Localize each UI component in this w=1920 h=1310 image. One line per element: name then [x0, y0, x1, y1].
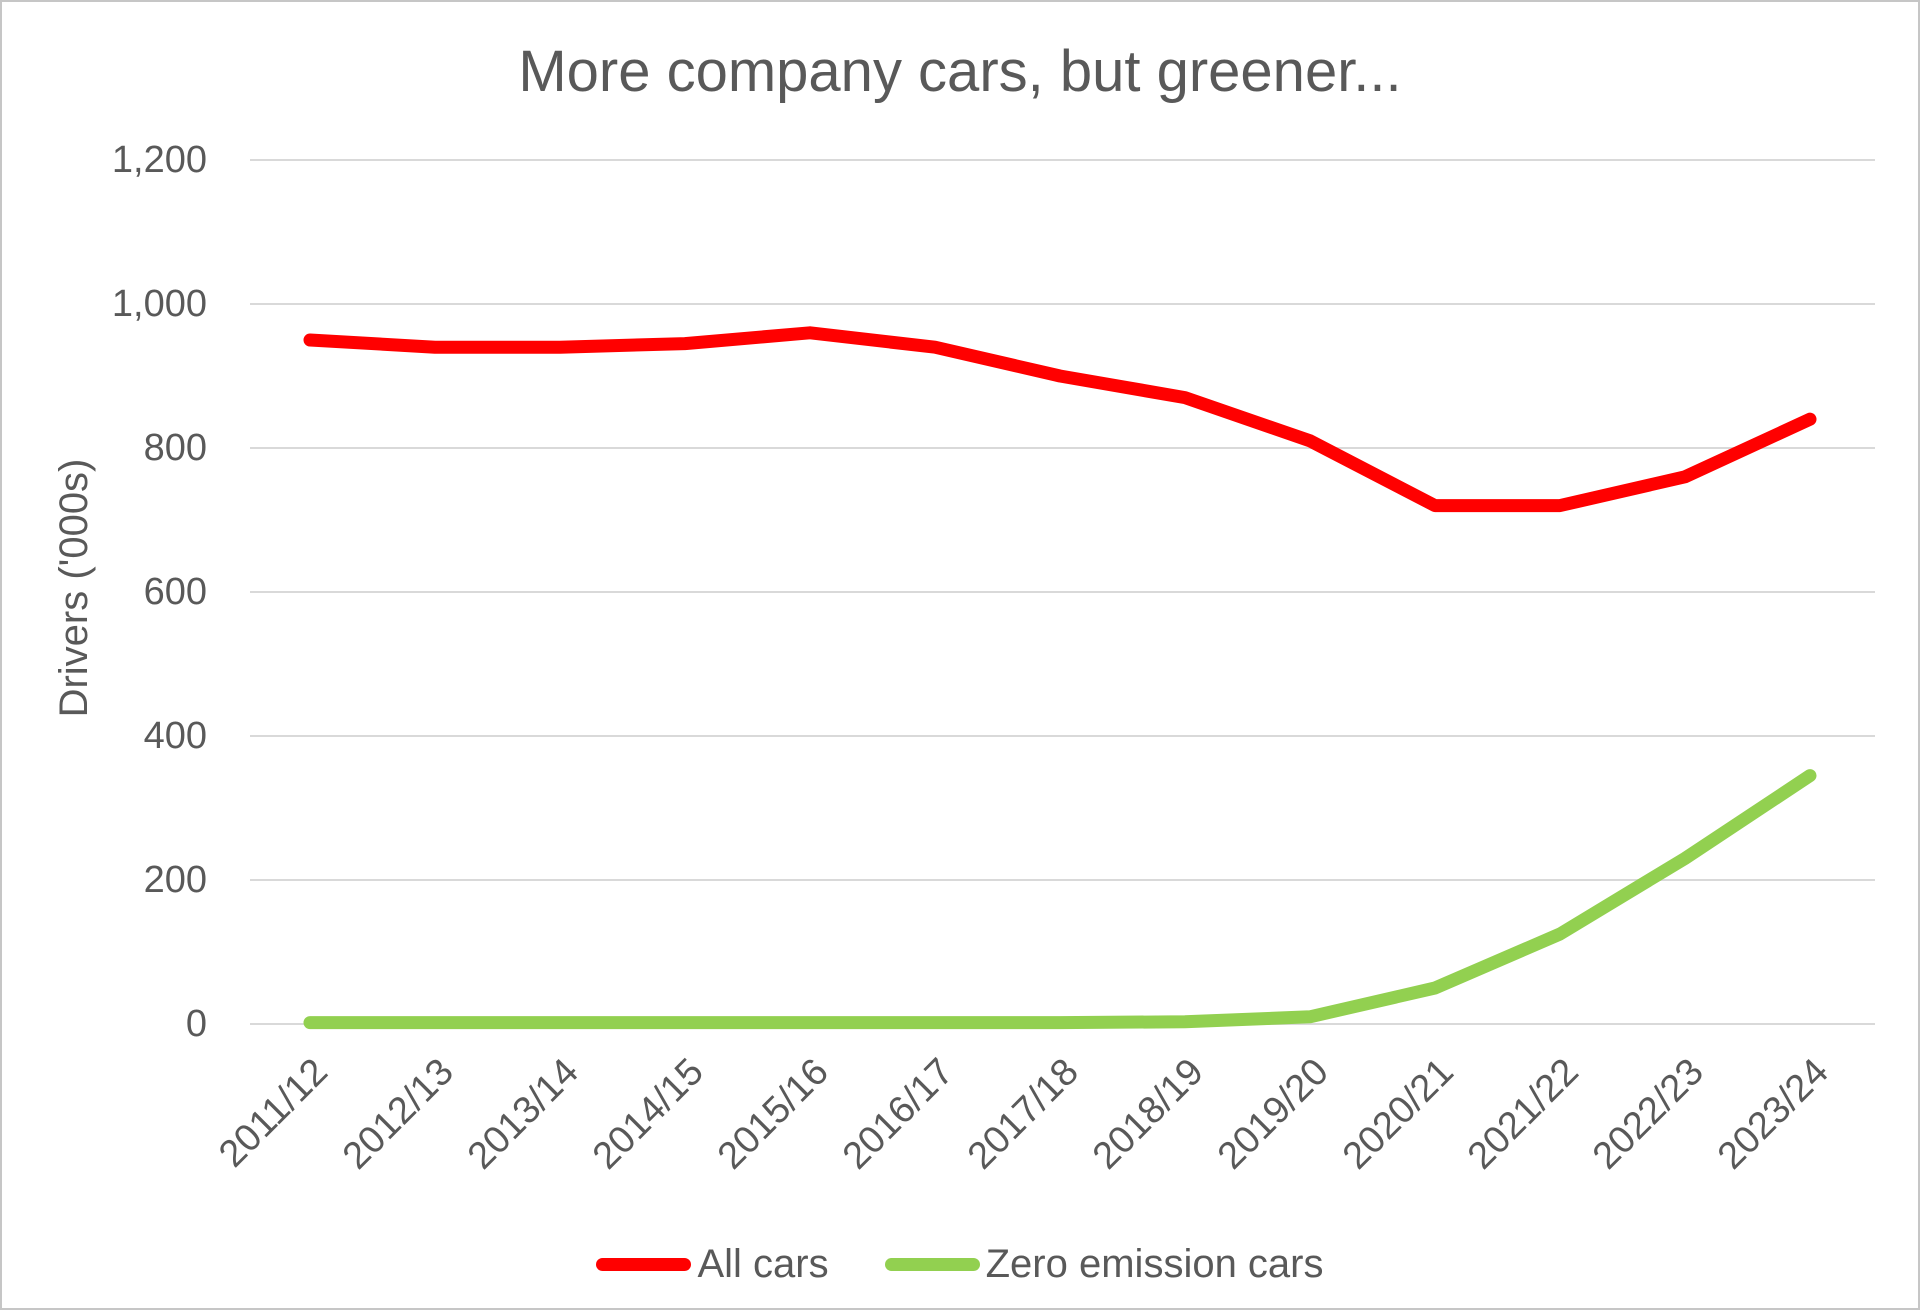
legend: All cars Zero emission cars — [2, 1240, 1918, 1288]
zero-emission-cars-line-swatch — [884, 1257, 980, 1271]
y-tick-label: 1,000 — [111, 283, 207, 325]
x-tick-label: 2016/17 — [834, 1050, 962, 1178]
y-tick-label: 1,200 — [111, 139, 207, 181]
x-tick-label: 2020/21 — [1334, 1050, 1462, 1178]
x-tick-label: 2023/24 — [1709, 1050, 1837, 1178]
legend-label-all-cars: All cars — [697, 1242, 829, 1286]
all-cars-line-swatch — [596, 1257, 692, 1271]
x-tick-label: 2017/18 — [959, 1050, 1087, 1178]
legend-item-zero-emission-cars: Zero emission cars — [884, 1240, 1324, 1288]
plot-area — [250, 159, 1875, 1030]
x-tick-label: 2015/16 — [709, 1050, 837, 1178]
series-line-zero-emission-cars — [303, 769, 1817, 1030]
x-tick-label: 2019/20 — [1209, 1050, 1337, 1178]
y-tick-label: 200 — [143, 859, 207, 901]
x-tick-label: 2012/13 — [334, 1050, 462, 1178]
y-tick-label: 800 — [143, 427, 207, 469]
x-tick-label: 2021/22 — [1459, 1050, 1587, 1178]
y-tick-label: 600 — [143, 571, 207, 613]
x-tick-label: 2022/23 — [1584, 1050, 1712, 1178]
x-tick-label: 2014/15 — [584, 1050, 712, 1178]
x-tick-label: 2013/14 — [459, 1050, 587, 1178]
y-tick-label: 0 — [185, 1003, 207, 1045]
legend-label-zero-emission-cars: Zero emission cars — [985, 1242, 1324, 1286]
legend-item-all-cars: All cars — [596, 1240, 829, 1288]
series-line-all-cars — [303, 326, 1817, 513]
x-tick-label: 2011/12 — [211, 1050, 337, 1176]
y-tick-label: 400 — [143, 715, 207, 757]
x-tick-label: 2018/19 — [1084, 1050, 1212, 1178]
chart-title: More company cars, but greener... — [518, 39, 1402, 104]
